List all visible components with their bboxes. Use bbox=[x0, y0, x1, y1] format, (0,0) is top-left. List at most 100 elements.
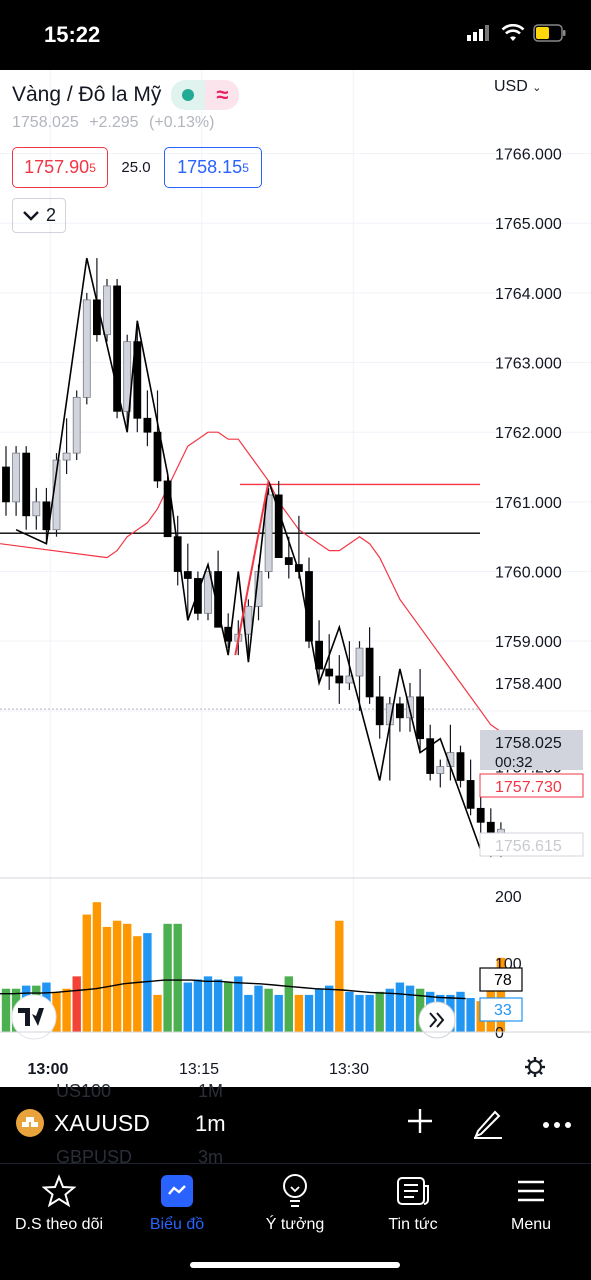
newspaper-icon bbox=[397, 1177, 429, 1205]
plus-icon[interactable] bbox=[406, 1107, 434, 1135]
tab-chart[interactable]: Biểu đồ bbox=[118, 1172, 236, 1234]
price-axis-label: 1759.000 bbox=[495, 634, 562, 651]
interval-picker[interactable]: 1m bbox=[195, 1111, 226, 1136]
time-axis-label: 13:15 bbox=[179, 1061, 219, 1078]
last-price: 1758.025 bbox=[12, 114, 79, 131]
candle bbox=[153, 431, 162, 482]
tab-news[interactable]: Tin tức bbox=[354, 1172, 472, 1234]
more-icon[interactable] bbox=[542, 1121, 572, 1129]
volume-bar bbox=[415, 988, 425, 1032]
ghost-price-label: 1756.615 bbox=[495, 838, 562, 855]
tab-menu[interactable]: Menu bbox=[472, 1172, 590, 1234]
currency-selector[interactable]: USD ⌄ bbox=[494, 78, 542, 95]
volume-bar bbox=[213, 979, 223, 1032]
chart-icon bbox=[161, 1175, 193, 1207]
price-axis-label: 1765.000 bbox=[495, 216, 562, 233]
symbol-name: XAUUSD bbox=[54, 1109, 150, 1136]
volume-box bbox=[479, 997, 523, 1022]
ghost-interval: 1M bbox=[198, 1081, 224, 1101]
current-price-label: 1758.025 bbox=[495, 735, 562, 752]
price-change: +2.295 bbox=[89, 114, 139, 131]
chevron-down-icon bbox=[23, 210, 39, 221]
candle bbox=[274, 494, 283, 558]
price-axis-label: 1758.400 bbox=[495, 676, 562, 693]
volume-bar bbox=[153, 994, 162, 1032]
volume-bar bbox=[82, 914, 91, 1032]
ma-label: 1757.730 bbox=[495, 779, 562, 796]
indicators-toggle-button[interactable]: 2 bbox=[12, 198, 66, 233]
candle bbox=[325, 668, 334, 677]
volume-bar bbox=[304, 994, 314, 1032]
status-bar: 15:22 bbox=[0, 0, 591, 70]
gold-coin-icon bbox=[16, 1109, 44, 1137]
price-axis-label: 1763.000 bbox=[495, 356, 562, 373]
candle bbox=[426, 738, 435, 774]
candle bbox=[193, 578, 202, 614]
symbol-title[interactable]: Vàng / Đô la Mỹ bbox=[12, 83, 162, 106]
price-change-percent: (+0.13%) bbox=[149, 114, 215, 131]
market-open-icon bbox=[171, 80, 206, 110]
volume-ma-label: 78 bbox=[494, 972, 512, 989]
candle bbox=[32, 501, 41, 517]
buy-button[interactable]: 1758.15 5 bbox=[164, 147, 262, 188]
price-axis-label: 1764.000 bbox=[495, 286, 562, 303]
zigzag-highlight bbox=[234, 480, 270, 656]
candle bbox=[133, 341, 142, 419]
candle bbox=[173, 536, 182, 572]
volume-bar bbox=[345, 991, 354, 1032]
volume-bar bbox=[355, 994, 364, 1032]
candle bbox=[143, 417, 152, 433]
candle bbox=[224, 626, 233, 642]
price-chart[interactable]: 1766.000 1765.000 1764.000 1763.000 1762.000… bbox=[0, 70, 591, 1087]
tab-watchlist[interactable]: D.S theo dõi bbox=[0, 1172, 118, 1234]
symbol-picker[interactable]: XAUUSD bbox=[16, 1109, 150, 1137]
candle bbox=[62, 452, 71, 461]
settings-gear-icon bbox=[525, 1057, 545, 1077]
candle bbox=[375, 696, 384, 726]
tab-ideas[interactable]: Ý tưởng bbox=[236, 1172, 354, 1234]
volume-bar bbox=[395, 982, 405, 1032]
drawing-pen-icon[interactable] bbox=[472, 1105, 504, 1139]
hamburger-icon bbox=[518, 1180, 544, 1202]
sell-button[interactable]: 1757.90 5 bbox=[12, 147, 108, 188]
volume-bar bbox=[466, 998, 475, 1032]
volume-bar bbox=[143, 933, 152, 1032]
spread-value: 25.0 bbox=[121, 159, 151, 176]
volume-bar bbox=[92, 902, 102, 1032]
volume-bar bbox=[123, 923, 132, 1032]
candle bbox=[72, 396, 81, 454]
ghost-symbol: US100 bbox=[56, 1081, 112, 1101]
wifi-icon bbox=[501, 24, 525, 41]
candle bbox=[365, 647, 374, 698]
candle bbox=[103, 285, 111, 336]
candle bbox=[456, 752, 465, 781]
volume-axis-label: 0 bbox=[495, 1025, 504, 1042]
moving-average-line bbox=[106, 431, 502, 733]
volume-bar bbox=[244, 994, 253, 1032]
volume-ma-box bbox=[479, 967, 523, 992]
time-axis-label: 13:30 bbox=[329, 1061, 369, 1078]
volume-bar bbox=[284, 976, 293, 1032]
volume-bar bbox=[264, 988, 273, 1032]
candle bbox=[335, 675, 344, 684]
volume-bar bbox=[456, 991, 465, 1032]
candle bbox=[12, 452, 21, 503]
volume-bar bbox=[112, 920, 122, 1032]
candle bbox=[183, 571, 192, 579]
volume-bar bbox=[102, 926, 112, 1032]
indicator-count: 2 bbox=[45, 205, 56, 225]
volume-bar bbox=[203, 976, 213, 1032]
market-status-badges[interactable]: ≈ bbox=[171, 80, 240, 110]
volume-bar bbox=[72, 976, 81, 1032]
candle bbox=[82, 299, 91, 398]
candle bbox=[436, 766, 445, 774]
volume-bar bbox=[365, 994, 374, 1032]
volume-bar bbox=[294, 994, 304, 1032]
price-axis-label: 1760.000 bbox=[495, 565, 562, 582]
volume-bar bbox=[325, 985, 334, 1032]
status-time: 15:22 bbox=[44, 22, 101, 47]
volume-bar bbox=[405, 985, 415, 1032]
candle bbox=[204, 571, 212, 614]
volume-bar bbox=[173, 923, 182, 1032]
lightbulb-icon bbox=[283, 1174, 307, 1207]
